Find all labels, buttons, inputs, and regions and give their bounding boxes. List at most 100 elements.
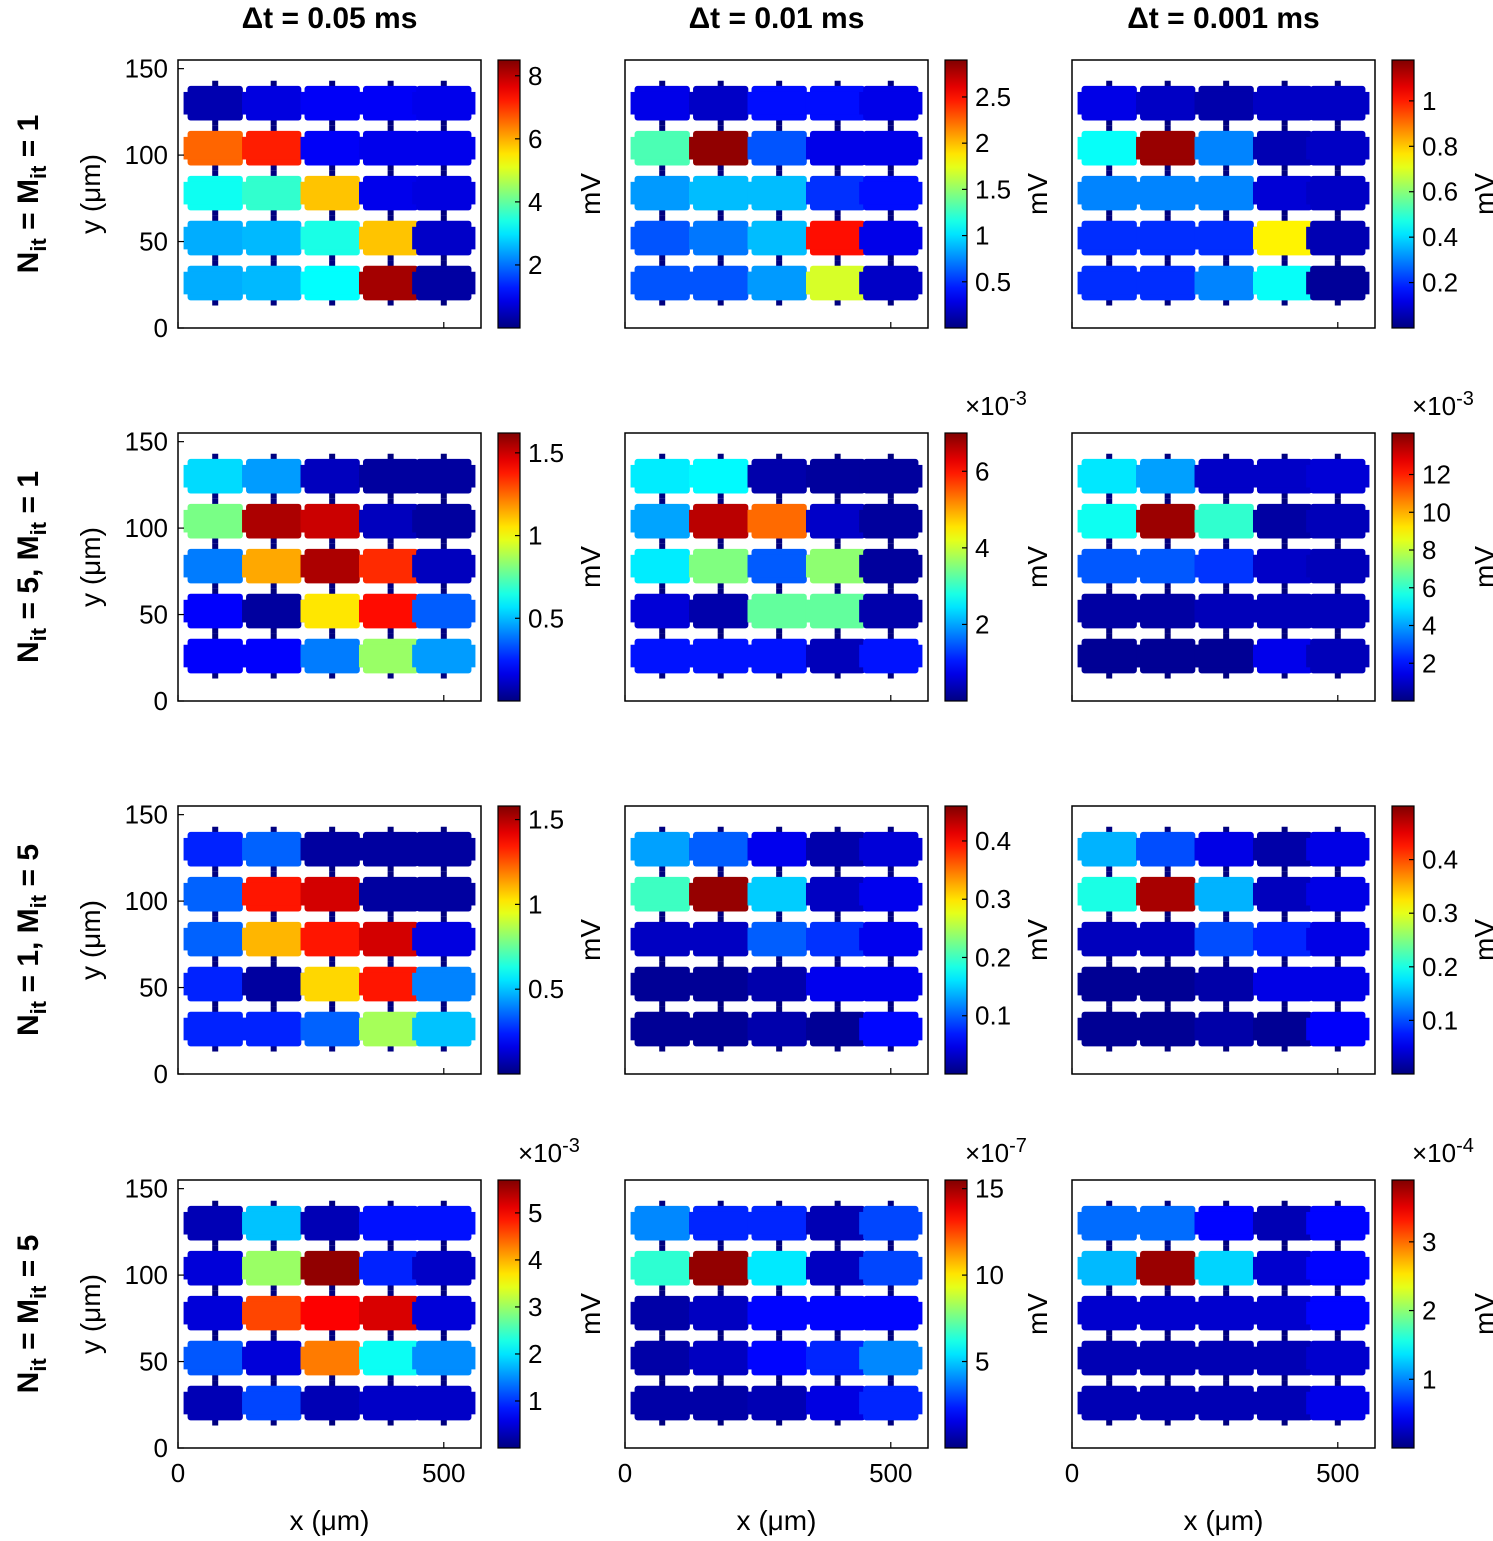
heatmap-cell-edge [630, 464, 694, 488]
colorbar-tick-label: 0.5 [528, 603, 564, 633]
heatmap-cell-edge [1077, 136, 1141, 160]
heatmap-cell-edge [183, 271, 247, 295]
y-tick-label: 150 [125, 800, 168, 830]
heatmap-cell-edge [1136, 226, 1200, 250]
heatmap-cell-edge [630, 644, 694, 668]
heatmap-cell-edge [747, 1346, 811, 1370]
heatmap-cell-edge [805, 181, 870, 205]
heatmap-cell-edge [630, 91, 694, 115]
colorbar-label: mV [1022, 546, 1053, 588]
heatmap-cell-edge [689, 91, 753, 115]
heatmap-cell-edge [412, 644, 476, 668]
heatmap-cell-edge [1252, 882, 1317, 906]
heatmap-panel: 0 50 100 150 y (μm) 2 4 6 8 mV [75, 54, 606, 343]
y-axis-label: y (μm) [75, 1274, 106, 1354]
heatmap-cell-edge [747, 599, 811, 623]
colorbar-tick-label: 1 [975, 221, 989, 251]
heatmap-cell-edge [747, 226, 811, 250]
x-tick-label: 0 [618, 1458, 632, 1488]
heatmap-cell-edge [412, 972, 476, 996]
heatmap-cell-edge [805, 1391, 870, 1415]
heatmap-cell-edge [689, 271, 753, 295]
colorbar-tick-label: 0.5 [975, 267, 1011, 297]
heatmap-cell-edge [859, 1346, 923, 1370]
colorbar-tick-label: 15 [975, 1174, 1004, 1204]
colorbar-tick-label: 2.5 [975, 82, 1011, 112]
heatmap-cell-edge [1306, 136, 1370, 160]
heatmap-cell-edge [242, 644, 306, 668]
heatmap-cell-edge [747, 136, 811, 160]
heatmap-cell-edge [242, 464, 306, 488]
heatmap-cell-edge [1252, 1256, 1317, 1280]
colorbar-tick-label: 6 [1422, 573, 1436, 603]
y-axis-label: y (μm) [75, 527, 106, 607]
y-tick-label: 50 [139, 973, 168, 1003]
colorbar-label: mV [1469, 173, 1493, 215]
heatmap-cell-edge [300, 644, 364, 668]
heatmap-cell-edge [1194, 837, 1258, 861]
colorbar-label: mV [1022, 919, 1053, 961]
heatmap-cell-edge [805, 91, 870, 115]
colorbar-tick-label: 4 [975, 533, 989, 563]
heatmap-cell-edge [358, 464, 423, 488]
heatmap-cell-edge [1306, 1346, 1370, 1370]
heatmap-cell-edge [1252, 927, 1317, 951]
heatmap-cell-edge [859, 599, 923, 623]
heatmap-cell-edge [242, 837, 306, 861]
heatmap-panel: 2 4 6 8 10 12 mV ×10-3 [1071, 388, 1493, 702]
heatmap-cell-edge [859, 271, 923, 295]
heatmap-cell-edge [358, 1346, 423, 1370]
heatmap-cell-edge [805, 972, 870, 996]
heatmap-cell-edge [242, 927, 306, 951]
heatmap-cell-edge [183, 837, 247, 861]
heatmap-cell-edge [630, 1256, 694, 1280]
colorbar-tick-label: 0.4 [1422, 222, 1458, 252]
colorbar-tick-label: 3 [1422, 1227, 1436, 1257]
y-tick-label: 150 [125, 54, 168, 84]
row-label: Nit = 1, Mit = 5 [12, 844, 51, 1036]
column-title: Δt = 0.01 ms [689, 2, 865, 35]
colorbar-label: mV [575, 546, 606, 588]
heatmap-cell-edge [859, 1211, 923, 1235]
heatmap-cell-edge [1136, 599, 1200, 623]
heatmap-cell-edge [183, 1211, 247, 1235]
heatmap-cell-edge [689, 1391, 753, 1415]
heatmap-cell-edge [1136, 1301, 1200, 1325]
heatmap-cell-edge [1252, 271, 1317, 295]
heatmap-cell-edge [1252, 509, 1317, 533]
colorbar-label: mV [1469, 546, 1493, 588]
heatmap-cell-edge [358, 1017, 423, 1041]
colorbar-tick-label: 2 [975, 128, 989, 158]
heatmap-cell-edge [358, 271, 423, 295]
y-tick-label: 50 [139, 227, 168, 257]
heatmap-cell-edge [183, 927, 247, 951]
heatmap-cell-edge [1194, 599, 1258, 623]
heatmap-cell-edge [242, 271, 306, 295]
y-tick-label: 100 [125, 1260, 168, 1290]
heatmap-cell-edge [1136, 837, 1200, 861]
colorbar-tick-label: 0.6 [1422, 177, 1458, 207]
heatmap-cell-edge [805, 509, 870, 533]
heatmap-cell-edge [242, 882, 306, 906]
heatmap-panel: 0 50 100 150 y (μm) 0.5 1 1.5 mV [75, 800, 606, 1089]
heatmap-cell-edge [747, 554, 811, 578]
heatmap-cell-edge [805, 554, 870, 578]
heatmap-cell-edge [300, 1346, 364, 1370]
heatmap-cell-edge [1077, 644, 1141, 668]
heatmap-panel: 0.5 1 1.5 2 2.5 mV [624, 59, 1053, 329]
colorbar [1391, 432, 1415, 702]
heatmap-cell-edge [412, 1346, 476, 1370]
heatmap-cell-edge [1136, 554, 1200, 578]
heatmap-cell-edge [183, 1301, 247, 1325]
heatmap-cell-edge [805, 464, 870, 488]
heatmap-cell-edge [1077, 554, 1141, 578]
heatmap-cell-edge [183, 181, 247, 205]
heatmap-cell-edge [1252, 599, 1317, 623]
y-tick-label: 0 [154, 313, 168, 343]
heatmap-cell-edge [1252, 554, 1317, 578]
heatmap-cell-edge [183, 509, 247, 533]
heatmap-cell-edge [630, 554, 694, 578]
heatmap-cell-edge [1194, 644, 1258, 668]
colorbar-label: mV [1022, 173, 1053, 215]
